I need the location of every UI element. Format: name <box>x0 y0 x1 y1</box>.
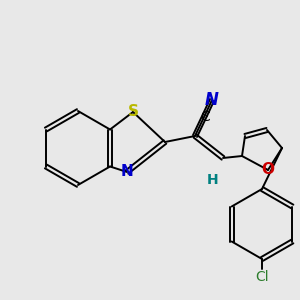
Text: Cl: Cl <box>255 270 269 284</box>
Text: C: C <box>200 110 210 124</box>
Text: O: O <box>262 163 275 178</box>
Text: S: S <box>128 104 139 119</box>
Text: N: N <box>205 91 219 109</box>
Text: N: N <box>121 164 134 179</box>
Text: H: H <box>207 173 219 187</box>
